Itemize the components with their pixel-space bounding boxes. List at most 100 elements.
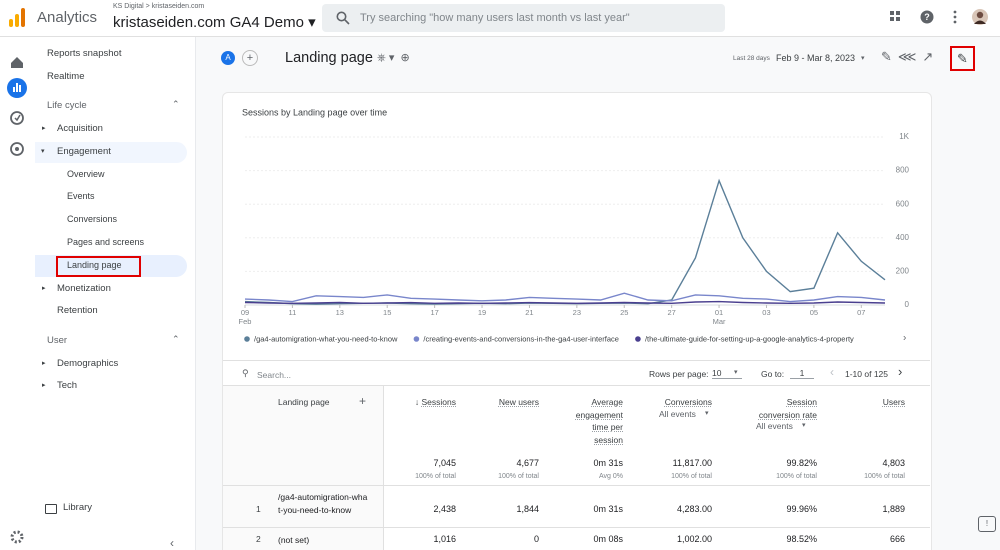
x-tick-label: 17 (430, 308, 438, 317)
x-tick-label: 21 (525, 308, 533, 317)
page-prev[interactable]: ‹ (830, 365, 834, 379)
nav-item[interactable]: Reports snapshot (47, 48, 122, 59)
top-bar: Analytics KS Digital > kristaseiden.com … (0, 0, 1000, 37)
property-selector[interactable]: kristaseiden.com GA4 Demo ▾ (113, 14, 316, 31)
total-value: 11,817.00 (672, 458, 712, 468)
rows-caret[interactable]: ▾ (734, 369, 738, 376)
nav-subitem[interactable]: Landing page (67, 260, 122, 270)
nav-group[interactable]: Demographics (57, 358, 119, 369)
column-filter[interactable]: All events (756, 421, 793, 431)
nav-highlight (35, 142, 187, 163)
nav-group[interactable]: Engagement (57, 146, 111, 157)
sort-arrow[interactable]: ↓ (414, 397, 422, 407)
highlight-box (56, 256, 141, 277)
column-header[interactable]: Average engagement time per session (573, 396, 623, 446)
edit-button[interactable]: ✎ (950, 46, 975, 71)
row-rank: 2 (256, 534, 261, 544)
row-dimension[interactable]: /ga4-automigration-what-you-need-to-know (278, 492, 368, 515)
nav-section-title: Life cycle (47, 100, 87, 111)
product-name: Analytics (37, 9, 98, 26)
date-range-label: Last 28 days (733, 55, 770, 62)
nav-caret: ▸ (42, 125, 46, 132)
nav-group[interactable]: Acquisition (57, 123, 103, 134)
nav-caret: ▸ (42, 285, 46, 292)
nav-group[interactable]: Monetization (57, 283, 111, 294)
series-line (244, 300, 886, 305)
column-header[interactable]: Users (785, 396, 905, 409)
total-value: 4,803 (882, 458, 905, 468)
row-value: 4,283.00 (676, 504, 712, 514)
add-comparison[interactable]: + (242, 50, 258, 66)
nav-subitem[interactable]: Overview (67, 169, 105, 179)
filter-caret[interactable]: ▾ (705, 410, 709, 417)
row-value: 0 (533, 534, 539, 544)
nav-group[interactable]: Retention (57, 305, 98, 316)
total-note: 100% of total (498, 473, 539, 480)
header-icons[interactable]: ? (888, 9, 988, 29)
table-search[interactable]: Search... (257, 370, 292, 380)
y-tick-label: 400 (896, 233, 910, 242)
date-range[interactable]: Feb 9 - Mar 8, 2023 (776, 53, 856, 63)
property-name[interactable]: kristaseiden.com GA4 Demo (113, 14, 304, 31)
row-value: 1,889 (882, 504, 905, 514)
search-placeholder: Try searching "how many users last month… (360, 12, 630, 24)
column-label[interactable]: Sessions (421, 397, 457, 407)
nav-subitem[interactable]: Pages and screens (67, 237, 145, 247)
legend-dot (635, 336, 641, 342)
total-note: 100% of total (415, 473, 456, 480)
rows-per-page-label: Rows per page: (649, 369, 709, 379)
column-label[interactable]: New users (498, 397, 539, 407)
nav-item[interactable]: Library (63, 502, 93, 513)
total-note: Avg 0% (599, 473, 623, 480)
collapse-arrow[interactable]: ‹ (170, 536, 174, 550)
total-note: 100% of total (671, 473, 712, 480)
row-rank: 1 (256, 504, 261, 514)
nav-section-title: User (47, 335, 68, 346)
column-header[interactable]: ↓ Sessions (336, 396, 456, 409)
toolbar-icons[interactable]: ✎⋘↗ (881, 49, 940, 64)
legend-label: /ga4-automigration-what-you-need-to-know (254, 334, 398, 343)
avatar-chip[interactable]: A (221, 51, 235, 65)
go-to-input[interactable]: 1 (790, 368, 814, 379)
property-path[interactable]: kristaseiden.com (151, 3, 205, 10)
nav-item[interactable]: Realtime (47, 71, 85, 82)
rail-icons[interactable] (0, 37, 35, 550)
title-icons[interactable]: ⎈ ▾ ⊕ (377, 52, 410, 64)
column-label[interactable]: Conversions (664, 397, 712, 407)
feedback-button[interactable]: ! (978, 516, 996, 532)
x-tick-label: 23 (573, 308, 581, 317)
column-filter[interactable]: All events (659, 409, 696, 419)
y-tick-label: 0 (905, 300, 910, 309)
pagination: 1-10 of 125 (845, 369, 889, 379)
nav-group[interactable]: Tech (57, 380, 78, 391)
column-header[interactable]: Conversions (592, 396, 712, 409)
x-tick-label: 01 (715, 308, 723, 317)
row-value: 1,844 (516, 504, 539, 514)
filter-caret[interactable]: ▾ (802, 422, 806, 429)
nav-subitem[interactable]: Conversions (67, 214, 118, 224)
column-label[interactable]: Session conversion rate (758, 397, 817, 420)
add-dimension[interactable]: + (359, 394, 367, 408)
search-icon (336, 11, 350, 25)
total-value: 0m 31s (593, 458, 623, 468)
column-header[interactable]: Session conversion rate (747, 396, 817, 421)
nav-subitem[interactable]: Events (67, 191, 95, 201)
row-dimension[interactable]: (not set) (278, 535, 310, 545)
column-label[interactable]: Users (882, 397, 905, 407)
search-box[interactable]: Try searching "how many users last month… (322, 4, 725, 32)
column-label[interactable]: Average engagement time per session (575, 397, 623, 445)
x-tick-label: 03 (762, 308, 770, 317)
account-breadcrumb[interactable]: KS Digital > kristaseiden.com (113, 3, 205, 10)
legend-next: › (903, 333, 906, 344)
total-note: 100% of total (864, 473, 905, 480)
account-name[interactable]: KS Digital (113, 3, 144, 10)
nav-collapse: ⌃ (172, 334, 180, 344)
column-header[interactable]: New users (419, 396, 539, 409)
column-header[interactable]: Landing page (278, 397, 330, 407)
row-value: 1,002.00 (676, 534, 712, 544)
date-caret[interactable]: ▾ (861, 55, 865, 62)
x-tick-label: 09 (241, 308, 249, 317)
rows-per-page[interactable]: 10 (712, 368, 742, 379)
page-next[interactable]: › (898, 364, 903, 379)
x-tick-label: 11 (289, 308, 297, 317)
